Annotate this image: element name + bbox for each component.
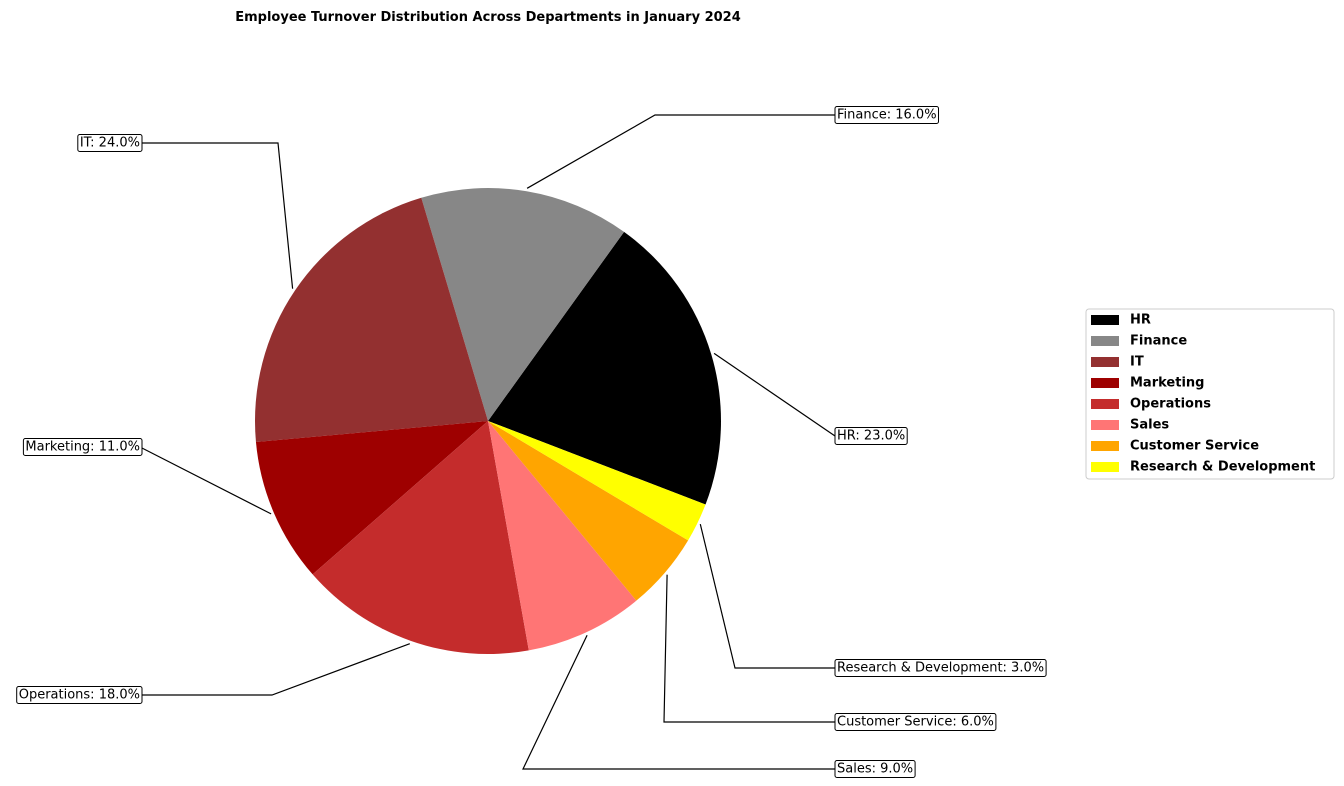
legend-swatch-operations — [1091, 399, 1119, 409]
pie-slice-it — [254, 197, 488, 443]
callout-box-hr — [834, 427, 908, 445]
callout-box-marketing — [22, 438, 143, 456]
callout-box-operations — [16, 686, 143, 704]
callout-line-marketing — [139, 446, 272, 515]
legend-label-marketing: Marketing — [1130, 376, 1204, 391]
legend-frame — [1085, 308, 1335, 480]
pie-slice-finance — [421, 187, 625, 421]
chart-legend: HR Finance IT Marketing Operations Sales Custo… — [1085, 308, 1335, 480]
callout-label-marketing: Marketing: 11.0% — [25, 440, 140, 455]
legend-label-operations: Operations — [1130, 397, 1211, 412]
legend-label-sales: Sales — [1130, 418, 1169, 433]
callout-line-operations — [142, 643, 411, 696]
pie-slices — [254, 187, 721, 655]
callout-label-it: IT: 24.0% — [80, 136, 140, 151]
legend-swatch-hr — [1091, 315, 1119, 325]
legend-label-hr: HR — [1130, 313, 1151, 328]
callout-line-research-and-development — [699, 523, 835, 669]
legend-label-it: IT — [1130, 355, 1144, 370]
callout-box-finance — [834, 106, 939, 124]
callout-label-hr: HR: 23.0% — [837, 429, 905, 444]
callout-box-sales — [834, 760, 916, 778]
legend-swatch-customer-service — [1091, 441, 1119, 451]
callout-line-hr — [713, 352, 836, 437]
legend-label-finance: Finance — [1130, 334, 1187, 349]
callout-label-customer-service: Customer Service: 6.0% — [837, 715, 994, 730]
legend-label-customer-service: Customer Service — [1130, 439, 1259, 454]
legend-label-research-and-development: Research & Development — [1130, 460, 1315, 475]
callout-line-finance — [526, 114, 835, 189]
pie-slice-sales — [488, 421, 637, 651]
callout-label-research-and-development: Research & Development: 3.0% — [837, 661, 1044, 676]
callout-line-sales — [522, 634, 835, 770]
callout-box-research-and-development — [834, 659, 1047, 677]
callout-label-finance: Finance: 16.0% — [837, 108, 937, 123]
pie-slice-research-and-development — [488, 421, 706, 541]
legend-swatch-finance — [1091, 336, 1119, 346]
slice-callouts: HR: 23.0% Finance: 16.0% IT: 24.0% Marketin… — [16, 106, 1047, 778]
callout-label-operations: Operations: 18.0% — [19, 688, 140, 703]
pie-slice-operations — [312, 421, 529, 655]
legend-swatch-marketing — [1091, 378, 1119, 388]
pie-slice-hr — [488, 231, 721, 505]
chart-title: Employee Turnover Distribution Across De… — [235, 10, 741, 25]
callout-box-it — [77, 134, 143, 152]
legend-swatch-it — [1091, 357, 1119, 367]
callout-box-customer-service — [834, 713, 997, 731]
legend-swatch-research-and-development — [1091, 462, 1119, 472]
callout-line-it — [142, 142, 294, 289]
pie-slice-customer-service — [488, 421, 689, 601]
pie-slice-marketing — [255, 421, 488, 575]
callout-label-sales: Sales: 9.0% — [837, 762, 913, 777]
legend-swatch-sales — [1091, 420, 1119, 430]
callout-line-customer-service — [663, 574, 835, 723]
